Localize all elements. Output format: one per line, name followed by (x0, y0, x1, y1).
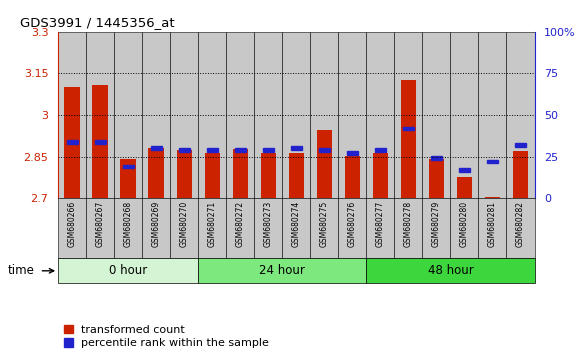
Bar (86, 198, 114, 258)
Bar (394, 198, 422, 258)
Bar (260, 153, 276, 198)
Bar (513, 150, 528, 198)
Bar (198, 198, 226, 258)
Bar (86, 32, 114, 198)
Bar (179, 148, 189, 152)
Text: GSM680277: GSM680277 (376, 201, 385, 247)
Bar (507, 32, 535, 198)
Text: GSM680278: GSM680278 (404, 201, 413, 247)
Bar (58, 32, 86, 198)
Text: GSM680272: GSM680272 (236, 201, 245, 247)
Bar (64, 87, 80, 198)
Bar (177, 150, 192, 198)
Text: 48 hour: 48 hour (428, 264, 474, 277)
Bar (170, 32, 198, 198)
Bar (291, 147, 302, 150)
Bar (375, 148, 386, 152)
Bar (67, 140, 77, 143)
Text: GSM680275: GSM680275 (320, 201, 329, 247)
Bar (92, 85, 108, 198)
Bar (507, 198, 535, 258)
Bar (347, 152, 358, 155)
Text: GSM680266: GSM680266 (67, 201, 77, 247)
Bar (226, 198, 254, 258)
Bar (422, 198, 450, 258)
Bar (142, 198, 170, 258)
Bar (457, 177, 472, 198)
Text: 24 hour: 24 hour (259, 264, 305, 277)
Bar (429, 159, 444, 198)
Bar (198, 258, 367, 283)
Bar (232, 149, 248, 198)
Bar (431, 156, 442, 160)
Bar (310, 198, 338, 258)
Bar (479, 198, 507, 258)
Bar (120, 159, 136, 198)
Text: GSM680268: GSM680268 (124, 201, 132, 247)
Bar (319, 148, 330, 152)
Bar (394, 32, 422, 198)
Bar (254, 198, 282, 258)
Bar (401, 80, 416, 198)
Bar (254, 32, 282, 198)
Bar (317, 130, 332, 198)
Bar (487, 160, 498, 164)
Bar (114, 198, 142, 258)
Bar (123, 165, 134, 169)
Bar (58, 198, 86, 258)
Bar (485, 197, 500, 198)
Text: GSM680280: GSM680280 (460, 201, 469, 247)
Bar (235, 148, 246, 152)
Bar (142, 32, 170, 198)
Text: GSM680269: GSM680269 (152, 201, 161, 247)
Text: GSM680282: GSM680282 (516, 201, 525, 247)
Text: GSM680274: GSM680274 (292, 201, 301, 247)
Text: GSM680271: GSM680271 (208, 201, 217, 247)
Text: 0 hour: 0 hour (109, 264, 148, 277)
Text: GSM680267: GSM680267 (96, 201, 105, 247)
Bar (170, 198, 198, 258)
Text: GSM680276: GSM680276 (348, 201, 357, 247)
Bar (450, 32, 479, 198)
Bar (282, 32, 310, 198)
Bar (479, 32, 507, 198)
Bar (459, 168, 470, 172)
Bar (403, 126, 414, 130)
Bar (338, 198, 367, 258)
Bar (372, 153, 388, 198)
Bar (205, 153, 220, 198)
Text: GDS3991 / 1445356_at: GDS3991 / 1445356_at (20, 16, 175, 29)
Bar (450, 198, 479, 258)
Bar (345, 156, 360, 198)
Bar (338, 32, 367, 198)
Bar (198, 32, 226, 198)
Bar (367, 198, 394, 258)
Bar (515, 143, 526, 147)
Bar (207, 148, 218, 152)
Bar (282, 198, 310, 258)
Bar (422, 32, 450, 198)
Legend: transformed count, percentile rank within the sample: transformed count, percentile rank withi… (64, 325, 270, 348)
Bar (263, 148, 274, 152)
Bar (114, 32, 142, 198)
Text: GSM680279: GSM680279 (432, 201, 441, 247)
Bar (367, 32, 394, 198)
Bar (58, 258, 198, 283)
Bar (367, 258, 535, 283)
Bar (151, 147, 162, 150)
Text: GSM680281: GSM680281 (488, 201, 497, 247)
Text: GSM680270: GSM680270 (180, 201, 189, 247)
Text: time: time (8, 264, 34, 277)
Text: GSM680273: GSM680273 (264, 201, 273, 247)
Bar (289, 153, 304, 198)
Bar (310, 32, 338, 198)
Bar (226, 32, 254, 198)
Bar (149, 148, 164, 198)
Bar (95, 140, 106, 143)
